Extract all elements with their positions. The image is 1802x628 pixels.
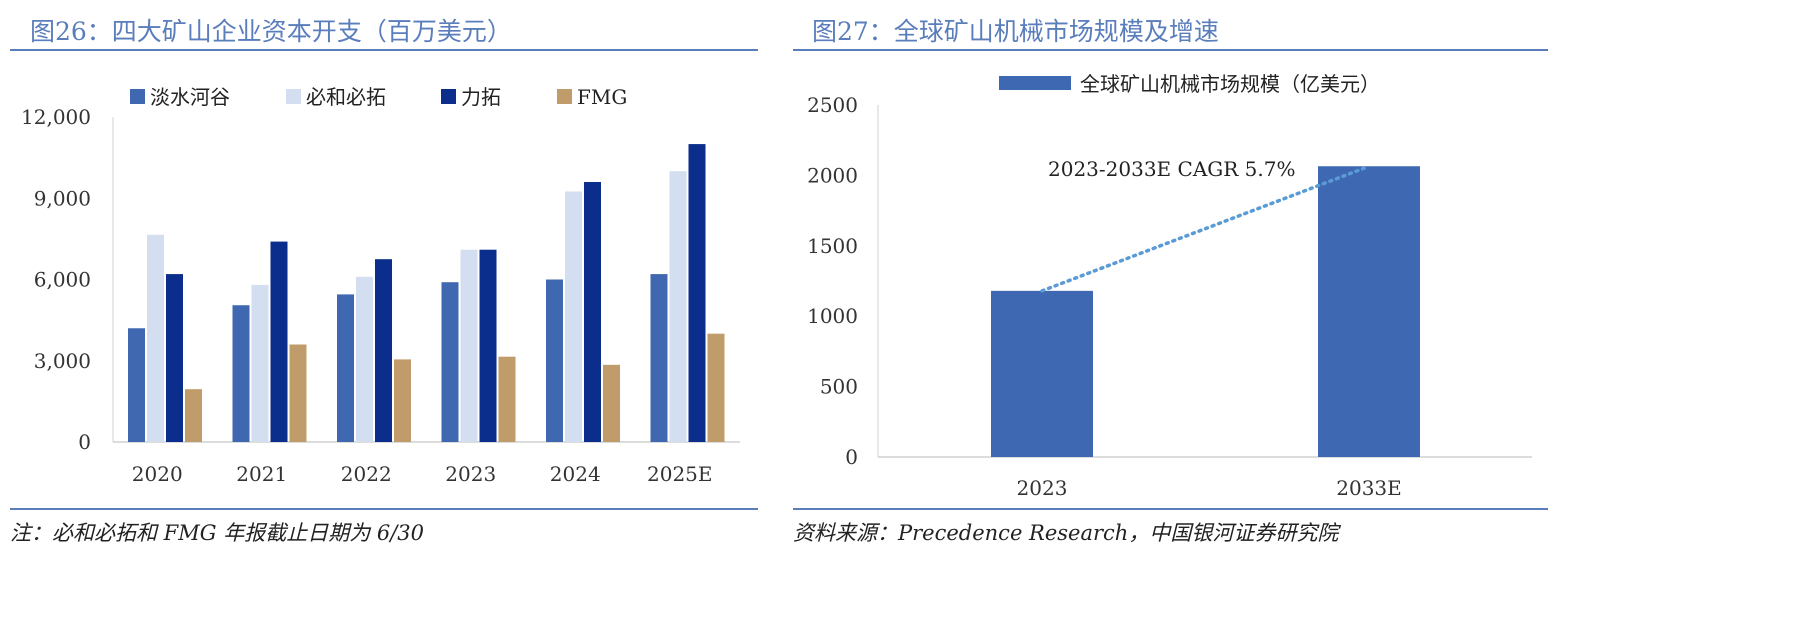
bar-力拓-2023 [479, 249, 497, 442]
x-tick-label: 2021 [236, 462, 287, 486]
bar-淡水河谷-2022 [337, 294, 354, 442]
bar-FMG-2025E [707, 333, 725, 442]
bar-淡水河谷-2025E [650, 274, 668, 442]
bar-力拓-2021 [270, 241, 288, 442]
y-tick-label: 500 [820, 375, 858, 399]
legend-swatch-淡水河谷 [130, 89, 145, 104]
cagr-annotation: 2023-2033E CAGR 5.7% [1048, 157, 1295, 181]
y-tick-label: 2000 [807, 163, 858, 187]
legend-swatch-力拓 [441, 89, 456, 104]
right-bottom-rule [793, 508, 1548, 510]
bar-力拓-2020 [166, 274, 183, 442]
legend-swatch-必和必拓 [286, 89, 301, 104]
legend-swatch-FMG [557, 89, 572, 104]
right-title-rule [793, 49, 1548, 51]
y-tick-label: 6,000 [34, 268, 91, 292]
right-source: 资料来源：Precedence Research，中国银河证券研究院 [793, 521, 1339, 545]
left-chart: 0 3,000 6,000 9,000 12,000 2020 2021 2022 2023 20… [21, 85, 740, 486]
left-title-rule [10, 49, 758, 51]
y-tick-label: 9,000 [34, 186, 91, 210]
x-tick-label: 2023 [445, 462, 496, 486]
bar-必和必拓-2022 [356, 276, 373, 442]
x-tick-label: 2022 [341, 462, 392, 486]
bar-必和必拓-2021 [251, 284, 269, 442]
legend-label: 淡水河谷 [150, 85, 230, 109]
legend-label: 力拓 [461, 85, 501, 109]
x-tick-label: 2020 [132, 462, 183, 486]
bar-淡水河谷-2024 [546, 279, 563, 442]
bar-淡水河谷-2023 [441, 282, 459, 442]
bar-必和必拓-2024 [565, 191, 582, 442]
bar-FMG-2020 [185, 389, 202, 442]
left-note: 注：必和必拓和 FMG 年报截止日期为 6/30 [10, 521, 425, 545]
left-figure-title: 图26：四大矿山企业资本开支（百万美元） [30, 17, 512, 46]
x-tick-label: 2024 [550, 462, 601, 486]
legend-label: FMG [577, 85, 627, 109]
bar-必和必拓-2020 [147, 234, 164, 442]
y-tick-label: 0 [845, 445, 858, 469]
legend-swatch [999, 76, 1071, 90]
bar-2023 [991, 290, 1093, 457]
bar-2033E [1318, 166, 1420, 458]
left-bottom-rule [10, 508, 758, 510]
right-figure-title: 图27：全球矿山机械市场规模及增速 [812, 17, 1219, 46]
bar-必和必拓-2023 [460, 249, 478, 442]
y-tick-label: 3,000 [34, 349, 91, 373]
y-tick-label: 1000 [807, 304, 858, 328]
bar-力拓-2025E [688, 144, 706, 442]
x-tick-label: 2023 [1017, 476, 1068, 500]
bar-力拓-2022 [375, 259, 392, 442]
cagr-trendline [1040, 166, 1366, 293]
legend-label: 必和必拓 [306, 85, 386, 109]
bar-力拓-2024 [584, 182, 601, 442]
y-tick-label: 2500 [807, 93, 858, 117]
bar-淡水河谷-2020 [128, 328, 145, 442]
bar-必和必拓-2025E [669, 171, 687, 442]
bar-FMG-2024 [603, 364, 620, 442]
x-tick-label: 2025E [647, 462, 713, 486]
y-tick-label: 12,000 [21, 105, 91, 129]
bar-FMG-2023 [498, 356, 516, 442]
bar-淡水河谷-2021 [232, 305, 250, 442]
x-tick-label: 2033E [1336, 476, 1402, 500]
bar-FMG-2021 [289, 344, 307, 442]
y-tick-label: 1500 [807, 234, 858, 258]
right-chart: 0 500 1000 1500 2000 2500 2023 2033E 2023-2033E … [807, 72, 1532, 500]
bar-FMG-2022 [394, 359, 411, 442]
y-tick-label: 0 [78, 430, 91, 454]
legend-label: 全球矿山机械市场规模（亿美元） [1080, 72, 1380, 96]
